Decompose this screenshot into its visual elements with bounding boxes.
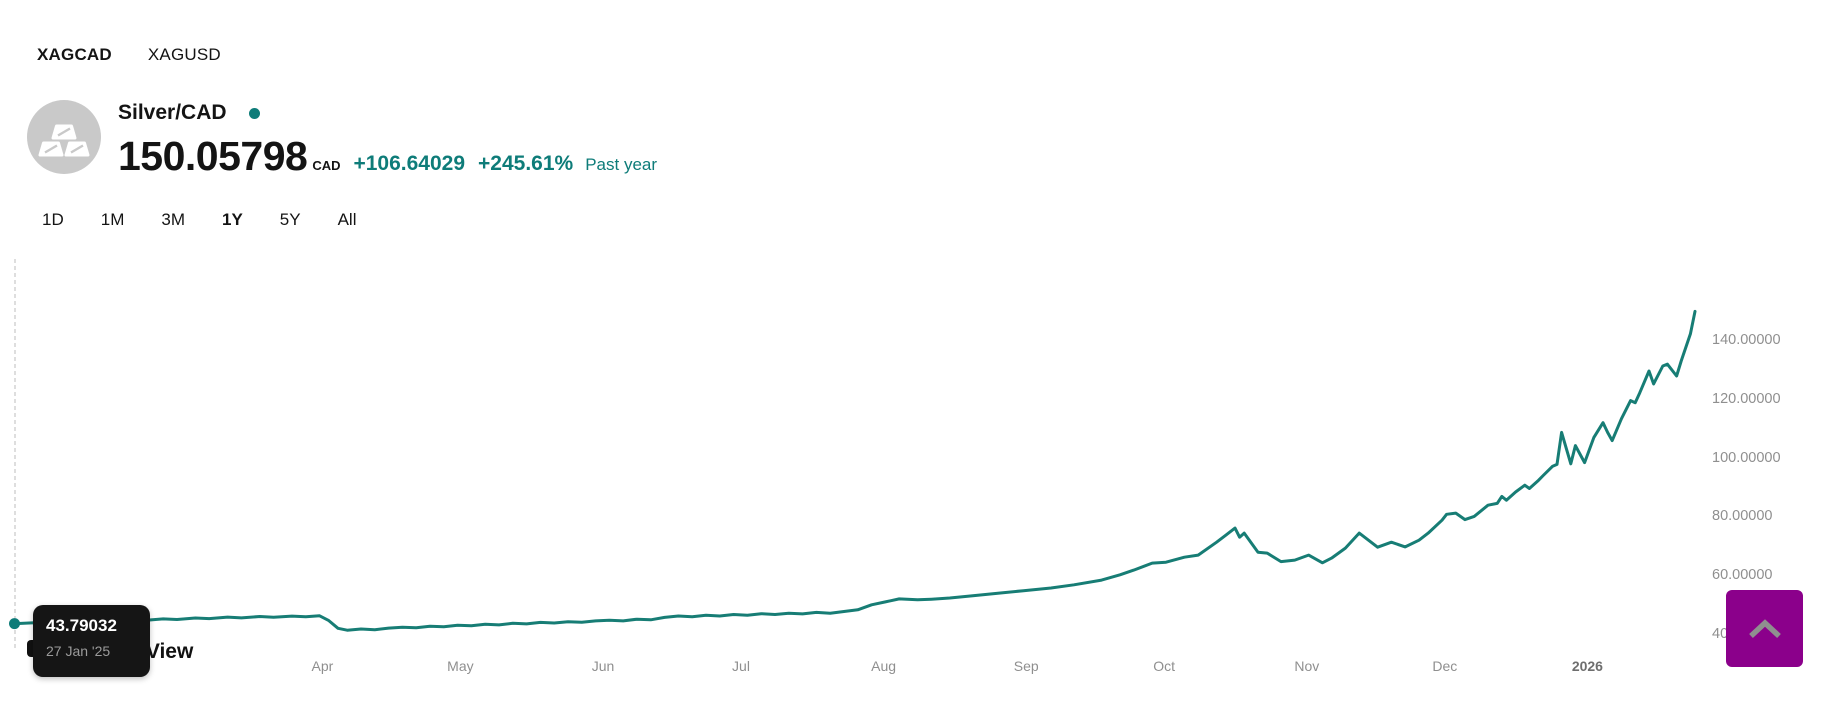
range-button-1y[interactable]: 1Y xyxy=(221,210,243,229)
x-axis-label: May xyxy=(447,658,474,674)
tooltip-value: 43.79032 xyxy=(46,616,117,635)
x-axis-label: Nov xyxy=(1294,658,1320,674)
x-axis-label: Dec xyxy=(1432,658,1458,674)
x-axis-label: Apr xyxy=(311,658,334,674)
price-change-absolute: +106.64029 xyxy=(353,152,466,175)
tab-xagcad[interactable]: XAGCAD xyxy=(37,45,112,64)
range-selector: 1D 1M 3M 1Y 5Y All xyxy=(42,210,356,230)
chart-tooltip: 43.79032 27 Jan '25 xyxy=(33,605,150,677)
y-axis-label: 100.00000 xyxy=(1712,449,1781,466)
x-axis-label: Jul xyxy=(732,658,750,674)
period-label: Past year xyxy=(585,155,658,174)
range-button-1m[interactable]: 1M xyxy=(100,210,125,229)
x-axis-label: Jun xyxy=(591,658,615,674)
x-axis-label: 2026 xyxy=(1571,658,1603,674)
symbol-tabs: XAGCAD XAGUSD xyxy=(37,45,221,65)
range-button-all[interactable]: All xyxy=(337,210,357,229)
live-dot-icon xyxy=(248,107,260,119)
crosshair-dot xyxy=(9,618,20,630)
silver-bars-icon xyxy=(27,100,101,174)
y-axis-label: 60.00000 xyxy=(1712,567,1773,583)
page-title: Silver/CAD xyxy=(118,101,227,124)
price-value: 150.05798 xyxy=(118,133,308,179)
y-axis-label: 120.00000 xyxy=(1712,390,1781,407)
tooltip-date: 27 Jan '25 xyxy=(46,643,111,659)
range-button-3m[interactable]: 3M xyxy=(161,210,185,229)
price-currency: CAD xyxy=(312,158,341,173)
range-button-1d[interactable]: 1D xyxy=(42,210,64,229)
chevron-up-icon xyxy=(1748,618,1781,638)
price-change-percent: +245.61% xyxy=(478,152,574,175)
y-axis-label: 80.00000 xyxy=(1712,508,1773,525)
price-line-series xyxy=(14,309,1697,632)
range-button-5y[interactable]: 5Y xyxy=(279,210,301,229)
scroll-to-top-button[interactable] xyxy=(1726,590,1803,667)
x-axis-label: Oct xyxy=(1153,658,1176,674)
x-axis-label: Aug xyxy=(871,658,897,674)
tab-xagusd[interactable]: XAGUSD xyxy=(147,45,221,64)
y-axis-label: 140.00000 xyxy=(1712,332,1781,348)
x-axis-label: Sep xyxy=(1013,658,1039,674)
